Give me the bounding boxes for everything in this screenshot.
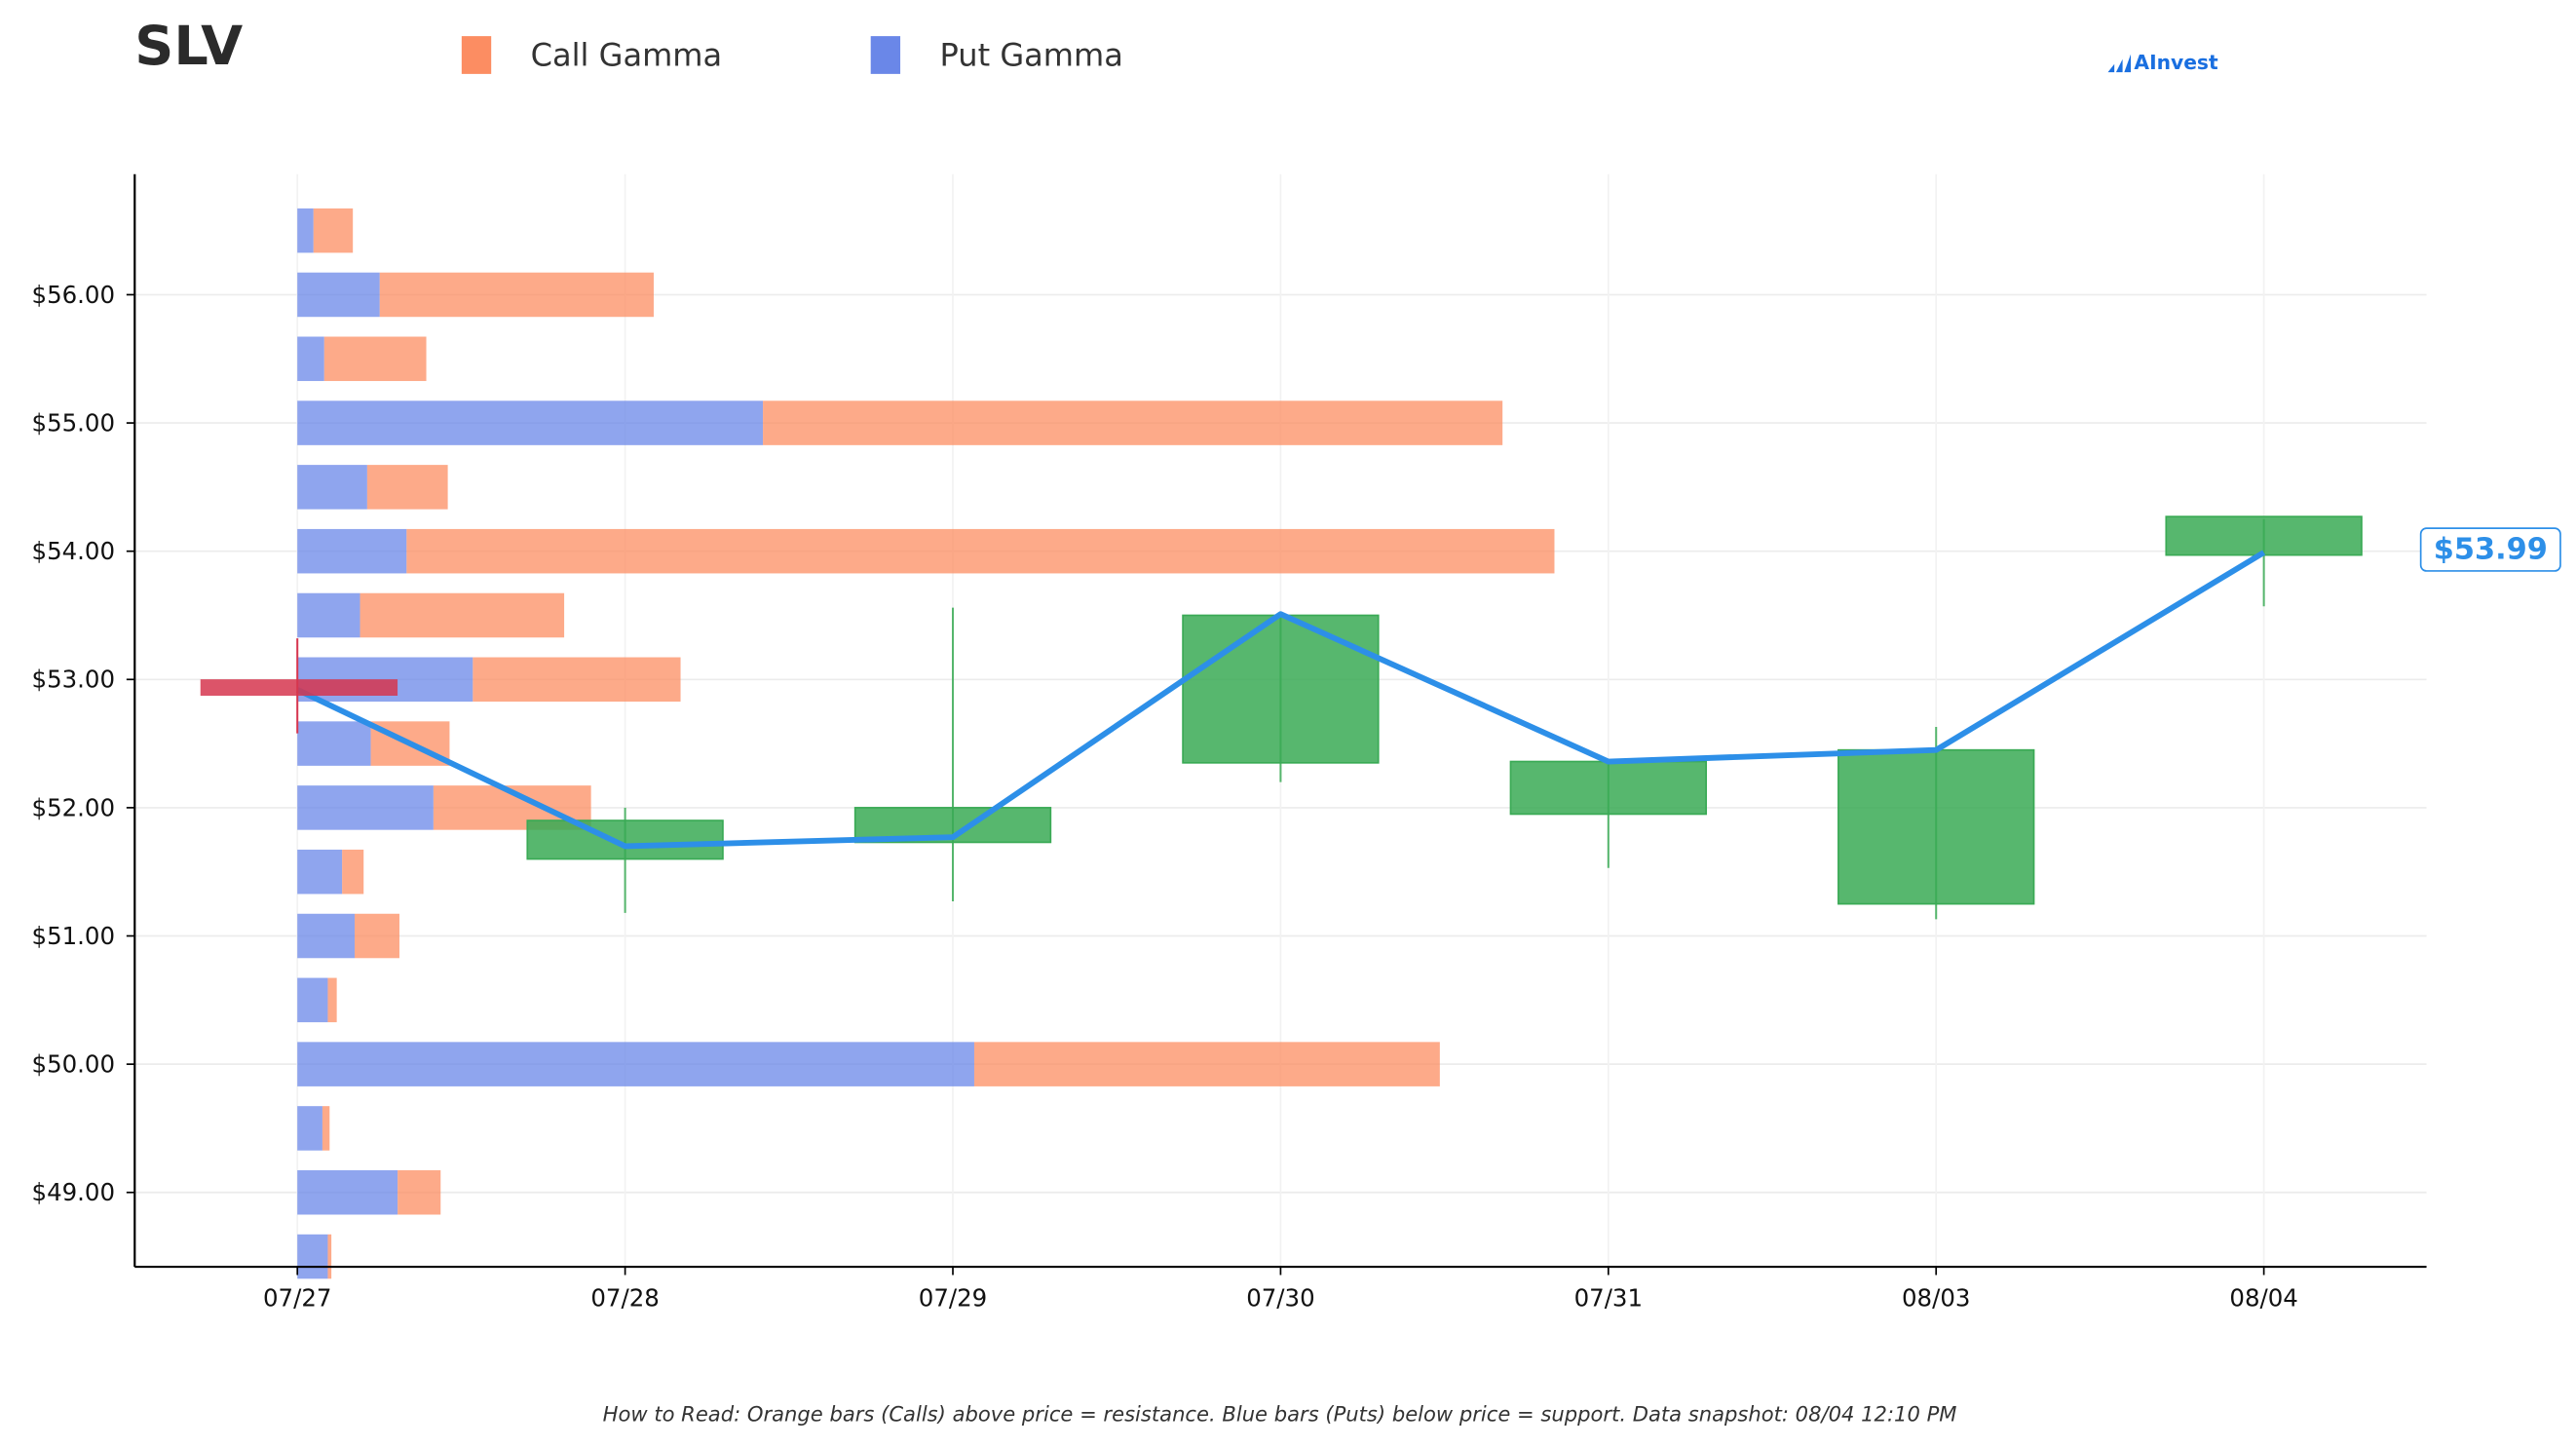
put-gamma-bar [297,272,380,318]
brand-logo-icon [2107,54,2132,73]
candle-body [526,819,724,860]
call-gamma-bar [327,977,337,1023]
ticker-title: SLV [134,13,244,78]
legend-put-swatch [870,36,901,74]
y-tick-label: $52.00 [32,793,116,821]
call-gamma-bar [323,336,427,382]
candle-body [1509,760,1707,816]
x-tick-label: 07/29 [919,1284,987,1313]
current-price-tag: $53.99 [2419,527,2561,572]
price-line-layer [295,550,2266,850]
y-tick-label: $54.00 [32,537,116,565]
put-gamma-bar [297,1234,328,1279]
y-tick-label: $49.00 [32,1178,116,1206]
put-gamma-bar [297,592,360,638]
legend-call: Call Gamma [461,36,723,74]
y-tick-label: $53.00 [32,666,116,694]
put-gamma-bar [297,336,324,382]
gamma-bars [297,208,1555,1279]
brand-logo: AInvest [2107,51,2218,74]
put-gamma-bar [297,1169,398,1215]
legend-call-swatch [461,36,492,74]
x-tick-label: 07/28 [590,1284,659,1313]
call-gamma-bar [355,913,399,959]
candlesticks [526,515,2363,920]
x-tick-label: 07/27 [263,1284,331,1313]
call-gamma-bar [473,657,681,703]
x-tick-label: 07/31 [1574,1284,1643,1313]
put-gamma-bar [297,849,343,895]
legend-put: Put Gamma [870,36,1123,74]
put-gamma-bar [297,1042,974,1086]
y-tick-label: $55.00 [32,408,116,437]
put-gamma-bar [297,977,328,1023]
footnote: How to Read: Orange bars (Calls) above p… [602,1401,1957,1427]
axes: $49.00 $50.00 $51.00 $52.00 $53.00 $54.00 $55.… [32,173,2427,1313]
y-tick-label: $51.00 [32,922,116,950]
put-gamma-bar [297,528,407,574]
candle-body [2165,515,2363,556]
candle-body [1837,748,2035,905]
price-line [295,550,2266,850]
current-price-marker-layer [200,638,398,734]
call-gamma-bar [313,208,354,253]
put-gamma-bar [297,1106,322,1151]
candle-body [1182,614,1380,764]
x-tick-label: 07/30 [1246,1284,1314,1313]
call-gamma-bar [763,400,1503,445]
call-gamma-bar [379,272,654,318]
call-gamma-bar [342,849,364,895]
x-tick-label: 08/04 [2229,1284,2297,1313]
call-gamma-bar [366,465,448,510]
put-gamma-bar [297,785,434,830]
brand-name: AInvest [2134,51,2218,74]
call-gamma-bar [406,528,1555,574]
put-gamma-bar [297,721,371,766]
put-gamma-bar [297,913,356,959]
legend-put-label: Put Gamma [939,36,1123,74]
x-tick-label: 08/03 [1902,1284,1970,1313]
put-gamma-bar [297,208,314,253]
call-gamma-bar [322,1106,330,1151]
y-tick-label: $56.00 [32,281,116,309]
first-candle-body [200,679,398,696]
call-gamma-bar [973,1042,1440,1086]
call-gamma-bar [327,1234,332,1279]
legend-call-label: Call Gamma [530,36,723,74]
call-gamma-bar [398,1169,441,1215]
put-gamma-bar [297,400,764,445]
put-gamma-bar [297,465,367,510]
y-tick-label: $50.00 [32,1050,116,1079]
call-gamma-bar [360,592,565,638]
